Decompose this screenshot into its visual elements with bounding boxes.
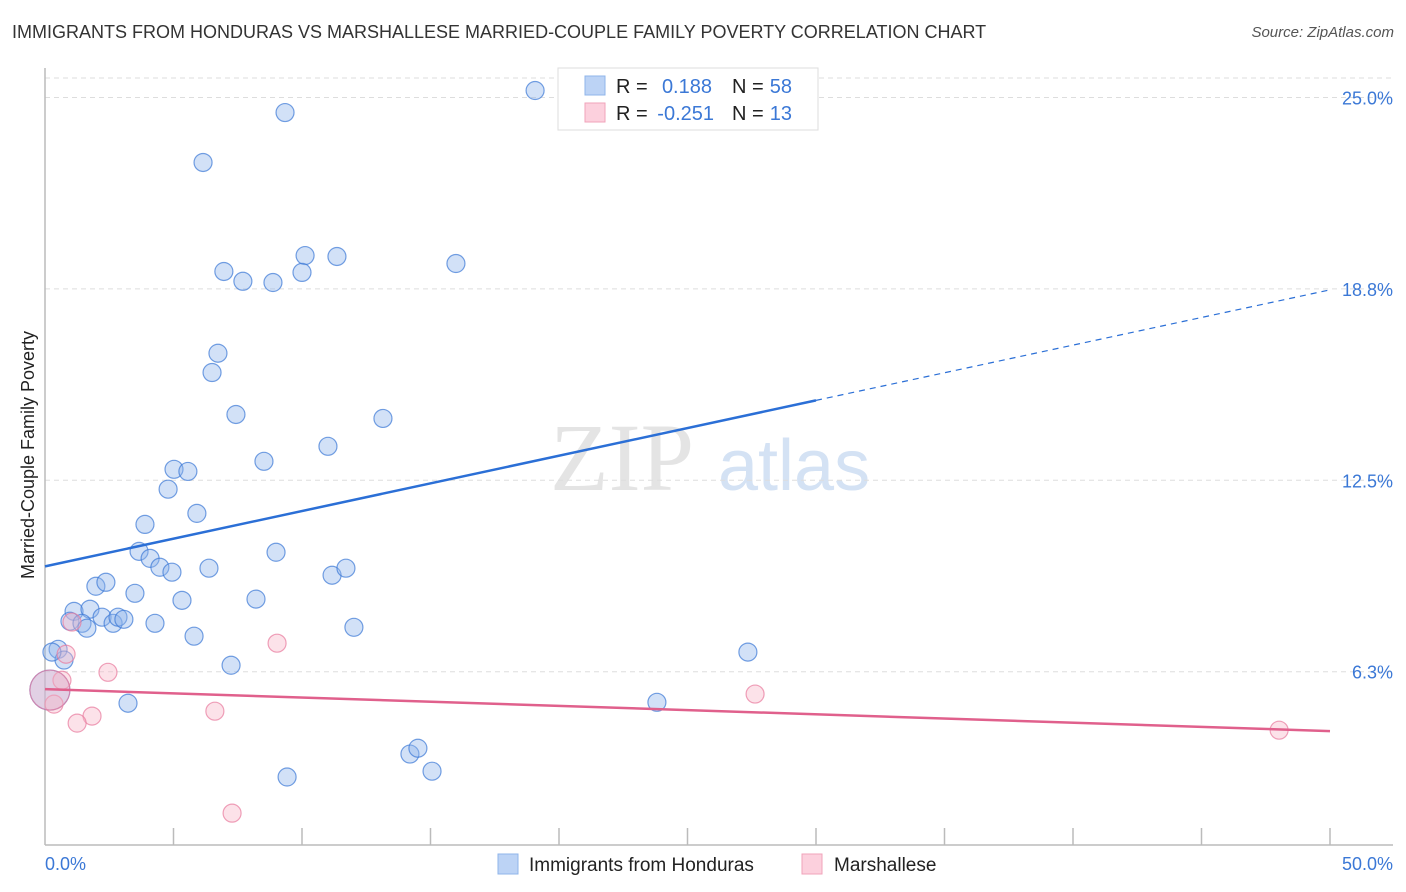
n-label: N =	[732, 103, 764, 125]
data-point-honduras	[125, 583, 145, 603]
y-tick-label: 25.0%	[1342, 89, 1393, 109]
data-point-honduras	[373, 408, 393, 429]
legend-label: Immigrants from Honduras	[529, 855, 754, 876]
legend-label: Marshallese	[834, 855, 936, 876]
r-value: -0.251	[657, 103, 714, 125]
data-point-honduras	[647, 692, 667, 712]
data-point-marshallese	[205, 701, 225, 721]
legend-swatch-blue	[497, 853, 519, 875]
data-point-honduras	[233, 271, 253, 291]
y-tick-label: 6.3%	[1352, 663, 1393, 683]
data-point-honduras	[178, 461, 198, 482]
legend-swatch-pink	[801, 853, 823, 875]
data-point-marshallese	[56, 644, 76, 664]
y-axis-label: Married-Couple Family Poverty	[18, 331, 38, 579]
series-legend: Immigrants from Honduras Marshallese	[497, 853, 936, 876]
watermark-zip: ZIP	[550, 404, 694, 511]
data-point-honduras	[199, 558, 219, 578]
trend-line-extension	[815, 289, 1331, 401]
data-point-marshallese	[98, 662, 118, 682]
data-point-honduras	[446, 253, 466, 274]
data-point-honduras	[408, 738, 428, 758]
data-point-honduras	[266, 542, 286, 562]
legend-swatch-blue	[584, 75, 606, 96]
data-point-honduras	[344, 617, 364, 637]
data-point-honduras	[184, 626, 204, 646]
data-point-marshallese	[267, 633, 287, 653]
data-point-marshallese	[745, 684, 765, 704]
x-tick-label: 50.0%	[1342, 854, 1393, 874]
data-point-honduras	[336, 558, 356, 578]
data-point-honduras	[226, 404, 246, 425]
r-label: R =	[616, 76, 648, 98]
n-value: 58	[770, 76, 792, 98]
data-point-honduras	[246, 589, 266, 609]
source-label: Source: ZipAtlas.com	[1251, 24, 1394, 41]
data-point-marshallese	[67, 713, 87, 733]
chart-title: IMMIGRANTS FROM HONDURAS VS MARSHALLESE …	[12, 22, 987, 42]
y-tick-label: 18.8%	[1342, 280, 1393, 300]
x-tick-label: 0.0%	[45, 854, 86, 874]
data-point-honduras	[150, 557, 170, 577]
data-point-honduras	[738, 642, 758, 662]
data-point-honduras	[118, 693, 138, 713]
data-point-honduras	[86, 576, 106, 596]
data-point-honduras	[164, 459, 184, 479]
data-point-honduras	[42, 642, 62, 662]
data-point-honduras	[193, 152, 213, 173]
n-value: 13	[770, 103, 792, 125]
data-point-honduras	[135, 514, 155, 535]
data-point-honduras	[221, 655, 241, 675]
data-point-honduras	[202, 362, 222, 383]
trend-line	[44, 687, 1331, 733]
trend-line	[44, 399, 817, 568]
data-point-honduras	[254, 451, 274, 471]
data-point-honduras	[162, 562, 182, 582]
data-point-honduras	[187, 503, 207, 523]
legend-swatch-pink	[584, 102, 606, 123]
r-label: R =	[616, 103, 648, 125]
data-point-honduras	[327, 246, 347, 267]
stats-legend: R = 0.188 N = 58 R = -0.251 N = 13	[557, 67, 819, 131]
data-point-honduras	[275, 102, 295, 123]
data-point-honduras	[277, 767, 297, 787]
y-tick-label: 12.5%	[1342, 471, 1393, 491]
data-point-honduras	[318, 436, 338, 456]
data-point-honduras	[172, 590, 192, 610]
data-point-honduras	[92, 607, 112, 627]
data-point-honduras	[114, 609, 134, 629]
data-point-honduras	[96, 572, 116, 592]
data-point-honduras	[214, 261, 234, 282]
data-point-marshallese	[62, 612, 82, 632]
data-point-honduras	[158, 479, 178, 499]
watermark-atlas: atlas	[718, 426, 870, 506]
n-label: N =	[732, 76, 764, 98]
data-point-honduras	[263, 272, 283, 293]
data-point-honduras	[525, 80, 545, 101]
data-point-honduras	[295, 245, 315, 266]
data-point-honduras	[145, 613, 165, 633]
data-point-honduras	[292, 262, 312, 283]
data-point-honduras	[422, 761, 442, 781]
data-point-honduras	[208, 343, 228, 363]
r-value: 0.188	[662, 76, 712, 98]
data-point-marshallese	[222, 803, 242, 823]
